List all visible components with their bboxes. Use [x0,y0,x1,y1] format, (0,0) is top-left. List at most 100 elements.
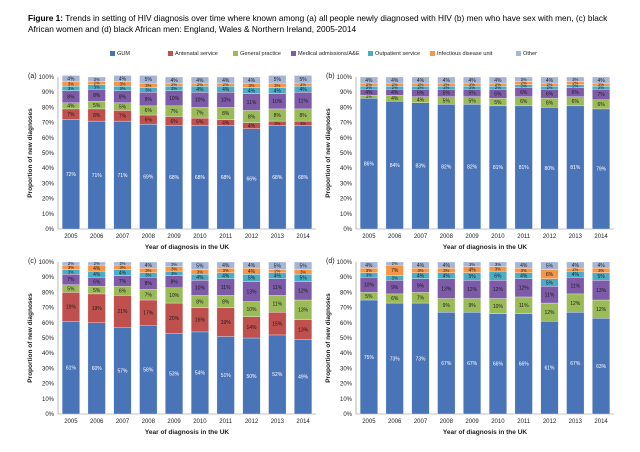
data-label: 5% [443,91,451,97]
legend-label: GUM [117,51,131,57]
y-tick-label: 40% [340,166,353,172]
data-label: 2% [392,261,398,266]
data-label: 6% [145,108,153,114]
y-tick-label: 60% [42,136,55,142]
data-label: 75% [364,355,375,361]
y-tick-label: 30% [340,366,353,372]
data-label: 2% [171,82,177,87]
bar-segment [385,76,404,84]
data-label: 4% [196,87,204,93]
legend-swatch [430,51,435,56]
x-tick-label: 2014 [296,419,310,425]
data-label: 13% [441,286,452,292]
data-label: 2% [521,84,527,89]
chart-panel: (b) 0% 10% 20% 30% 40% 50% 60% 70% 80% 90% 100% Prop… [325,73,614,251]
data-label: 66% [493,362,504,368]
data-label: 5% [119,104,127,110]
data-label: 9% [417,283,425,289]
x-tick-label: 2007 [414,234,428,240]
data-label: 3% [145,272,151,277]
y-tick-label: 30% [42,181,55,187]
data-label: 7% [196,110,204,116]
data-label: 8% [93,113,101,119]
data-label: 19% [92,306,103,312]
data-label: 15% [272,321,283,327]
data-label: 3% [274,121,280,126]
data-label: 5% [93,103,101,109]
data-label: 4% [417,273,425,279]
x-tick-label: 2006 [388,419,402,425]
x-tick-label: 2012 [543,234,557,240]
bar-segment [61,75,80,82]
data-label: 7% [417,295,425,301]
data-label: 4% [274,273,282,279]
y-tick-label: 20% [42,197,55,203]
legend-item: Infectious disease unit [430,51,492,57]
x-tick-label: 2013 [569,419,583,425]
legend-label: Medical admissions/A&E [298,51,360,57]
x-tick-label: 2011 [517,234,531,240]
data-label: 5% [196,120,204,126]
data-label: 5% [468,98,476,104]
data-label: 3% [521,77,527,82]
panel-label: (a) [28,73,37,80]
data-label: 6% [145,117,153,123]
data-label: 13% [298,327,309,333]
data-label: 53% [169,371,180,377]
data-label: 8% [170,280,178,286]
data-label: 6% [572,99,580,105]
data-label: 5% [196,264,204,270]
y-tick-label: 50% [340,336,353,342]
data-label: 3% [274,83,280,88]
data-label: 2% [197,82,203,87]
x-tick-label: 2006 [90,234,104,240]
data-label: 7% [597,92,605,98]
data-label: 20% [169,316,180,322]
x-tick-label: 2006 [90,419,104,425]
x-axis-label: Year of diagnosis in the UK [145,244,229,251]
y-tick-label: 100% [337,260,353,266]
data-label: 57% [117,368,128,374]
bar-segment [268,75,287,84]
y-tick-label: 70% [42,121,55,127]
y-tick-label: 70% [42,306,55,312]
bar-segment [411,76,430,84]
data-label: 11% [272,285,282,291]
data-label: 68% [195,175,206,181]
x-tick-label: 2010 [491,234,505,240]
x-tick-label: 2010 [193,419,207,425]
data-label: 4% [597,78,605,84]
data-label: 6% [93,280,101,286]
data-label: 2% [366,82,372,87]
y-tick-label: 90% [42,275,55,281]
data-label: 2% [119,261,125,266]
legend-label: Antenatal service [175,51,218,57]
data-label: 3% [145,83,151,88]
y-axis-label: Proportion of new diagnoses [325,108,332,198]
data-label: 6% [170,119,178,125]
data-label: 3% [119,265,125,270]
data-label: 4% [196,78,204,84]
data-label: 83% [415,164,426,170]
legend-swatch [516,51,521,56]
x-axis-label: Year of diagnosis in the UK [145,429,229,436]
data-label: 3% [68,265,74,270]
data-label: 4% [443,263,451,269]
data-label: 2% [546,82,552,87]
data-label: 13% [246,289,257,295]
legend-item: Other [516,51,537,57]
x-tick-label: 2005 [64,419,78,425]
data-label: 3% [521,268,527,273]
data-label: 5% [93,288,101,294]
data-label: 3% [94,84,100,89]
legend-label: General practice [240,51,282,57]
x-tick-label: 2005 [362,234,376,240]
data-label: 4% [93,266,101,272]
legend-swatch [168,51,173,56]
data-label: 3% [223,268,229,273]
data-label: 6% [572,90,580,96]
data-label: 2% [274,269,280,274]
data-label: 8% [145,281,153,287]
data-label: 21% [117,309,128,315]
